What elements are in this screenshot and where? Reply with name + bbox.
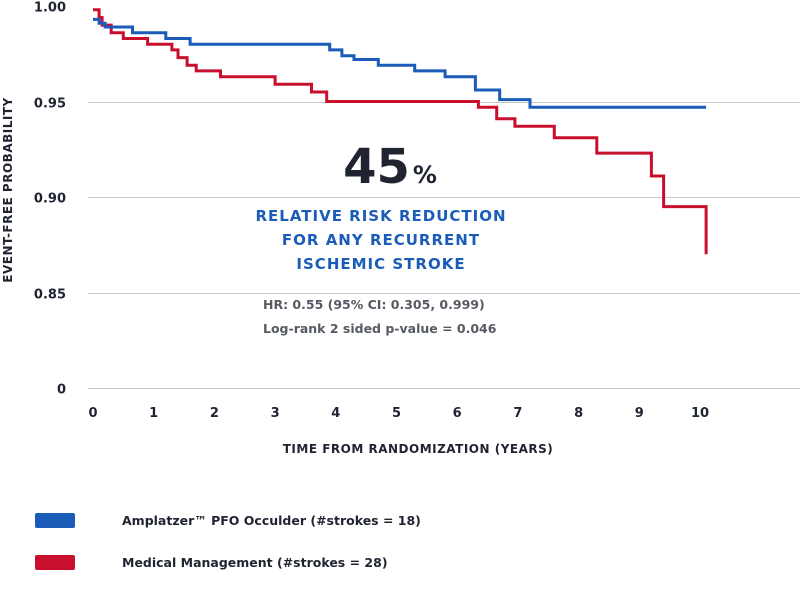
y-tick-label: 0.95: [34, 97, 66, 112]
occluder-curve: [93, 17, 707, 109]
x-tick-labels: 0 1 2 3 4 5 6 7 8 9 10: [88, 406, 709, 421]
headline-annotation: 45% RELATIVE RISK REDUCTION FOR ANY RECU…: [255, 139, 506, 336]
medical-curve: [93, 8, 708, 255]
x-tick-label: 9: [635, 406, 644, 421]
legend: Amplatzer™ PFO Occulder (#strokes = 18) …: [35, 513, 421, 570]
headline-unit: %: [413, 161, 437, 189]
x-tick-label: 8: [574, 406, 583, 421]
legend-swatch-medical: [35, 555, 75, 570]
x-tick-label: 5: [392, 406, 401, 421]
y-tick-label: 0: [57, 383, 66, 398]
survival-curves: [93, 8, 708, 255]
y-tick-label: 1.00: [34, 1, 66, 16]
x-tick-label: 4: [331, 406, 340, 421]
headline-number-text: 45%: [343, 139, 437, 195]
x-tick-label: 2: [210, 406, 219, 421]
x-tick-label: 6: [453, 406, 462, 421]
y-axis-title: EVENT-FREE PROBABILITY: [1, 97, 15, 282]
x-tick-label: 7: [513, 406, 522, 421]
x-tick-label: 0: [88, 406, 97, 421]
headline-number: 45: [343, 139, 410, 195]
y-tick-label: 0.85: [34, 288, 66, 303]
hazard-ratio-text: HR: 0.55 (95% CI: 0.305, 0.999): [263, 297, 485, 312]
legend-label-medical: Medical Management (#strokes = 28): [122, 555, 388, 570]
legend-label-occluder: Amplatzer™ PFO Occulder (#strokes = 18): [122, 513, 421, 528]
rrr-line-2: FOR ANY RECURRENT: [282, 231, 480, 249]
legend-swatch-occluder: [35, 513, 75, 528]
x-tick-label: 3: [271, 406, 280, 421]
rrr-line-3: ISCHEMIC STROKE: [296, 255, 465, 273]
x-axis-title: TIME FROM RANDOMIZATION (YEARS): [283, 442, 554, 456]
x-tick-label: 10: [691, 406, 709, 421]
rrr-line-1: RELATIVE RISK REDUCTION: [255, 207, 506, 225]
pvalue-text: Log-rank 2 sided p-value = 0.046: [263, 321, 497, 336]
x-tick-label: 1: [149, 406, 158, 421]
y-tick-labels: 0 0.85 0.90 0.95 1.00: [34, 1, 66, 398]
y-tick-label: 0.90: [34, 192, 66, 207]
